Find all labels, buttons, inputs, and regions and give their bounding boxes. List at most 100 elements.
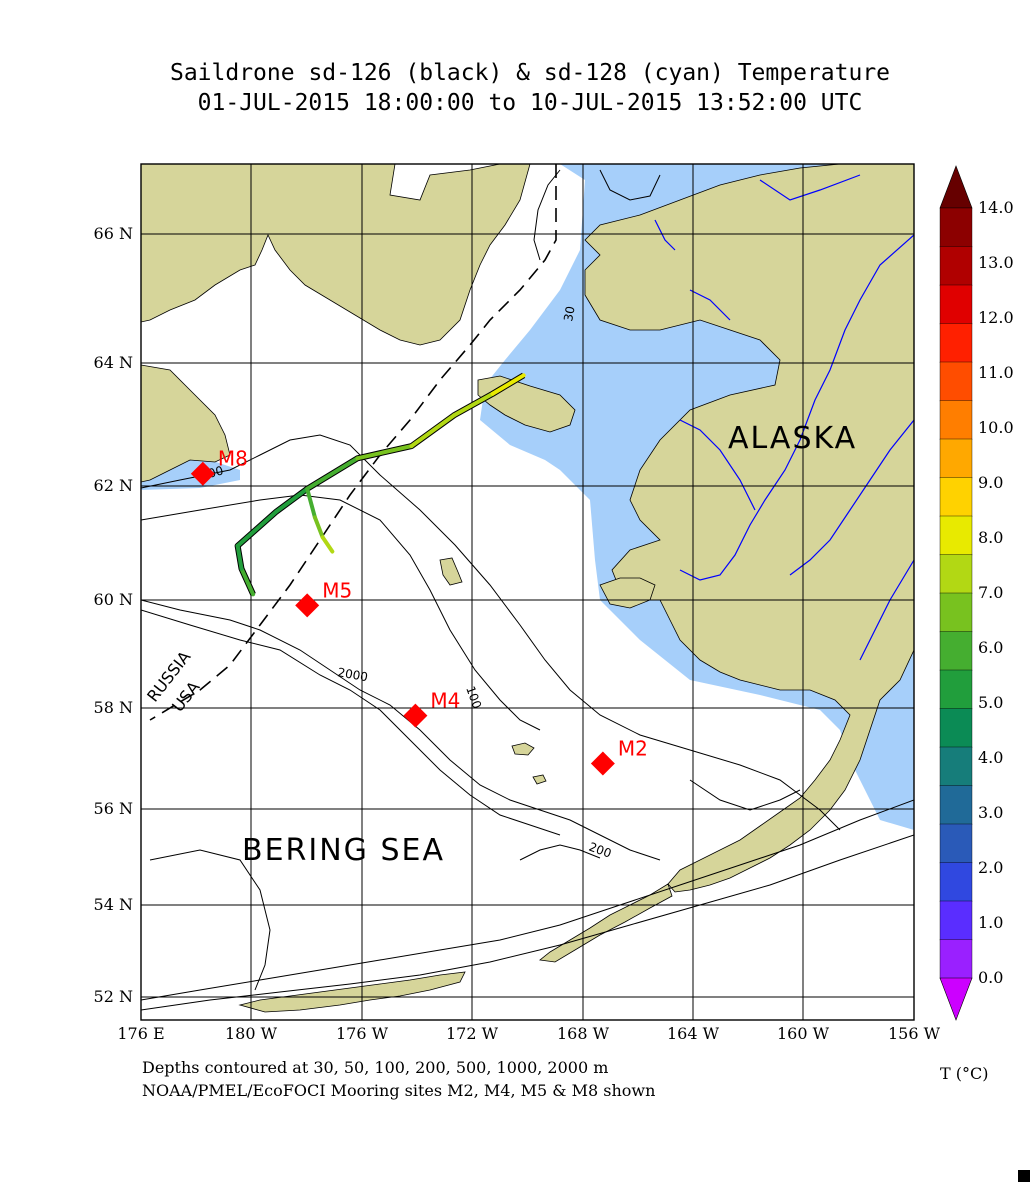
colorbar-band: [939, 400, 973, 440]
track-sd128-segment: [305, 486, 317, 520]
mooring-label-m5: M5: [322, 578, 352, 602]
colorbar-band: [939, 438, 973, 479]
lon-label-172w: 172 W: [446, 1024, 499, 1043]
lat-label-52n: 52 N: [94, 987, 133, 1006]
region-label-alaska: ALASKA: [728, 421, 857, 456]
map-title-line1: Saildrone sd-126 (black) & sd-128 (cyan)…: [169, 60, 891, 86]
land-aleutians-west: [238, 971, 466, 1013]
lat-label-54n: 54 N: [94, 895, 133, 914]
sd128-track: [305, 486, 335, 554]
colorbar-tick-label: 2.0: [978, 858, 1003, 877]
footnote-depth-contours: Depths contoured at 30, 50, 100, 200, 50…: [142, 1058, 609, 1077]
land-st-matthew-island: [439, 557, 463, 586]
colorbar-band: [939, 669, 973, 710]
contour-label-2000: 2000: [336, 665, 369, 684]
map-title-line2: 01-JUL-2015 18:00:00 to 10-JUL-2015 13:5…: [197, 90, 863, 116]
colorbar-band: [939, 631, 973, 671]
lat-label-60n: 60 N: [94, 590, 133, 609]
track-sd128-segment: [320, 535, 335, 554]
mooring-marker-m5: [295, 593, 320, 618]
map-content: ALASKA BERING SEA RUSSIA USA 300 30 2000…: [141, 164, 914, 1020]
lon-label-176e: 176 E: [117, 1024, 164, 1043]
land-pribilof-island: [511, 742, 535, 756]
track-sd126-segment: [305, 456, 360, 491]
lon-label-176w: 176 W: [336, 1024, 389, 1043]
colorbar-band: [939, 900, 973, 941]
lat-label-56n: 56 N: [94, 799, 133, 818]
contour-label-30: 30: [561, 305, 577, 322]
lon-label-160w: 160 W: [777, 1024, 830, 1043]
land-chukotka-south: [141, 364, 231, 483]
colorbar-tick-label: 3.0: [978, 803, 1003, 822]
colorbar-top-cap: [939, 165, 973, 209]
mooring-marker-m8: [190, 461, 215, 486]
colorbar-tick-label: 14.0: [978, 198, 1014, 217]
colorbar-band: [939, 785, 973, 825]
mooring-sites: M8 M5 M4 M2: [190, 447, 648, 776]
colorbar-tick-label: 8.0: [978, 528, 1003, 547]
colorbar-band: [939, 554, 973, 594]
colorbar-band: [939, 515, 973, 556]
colorbar-band: [939, 361, 973, 402]
colorbar-bottom-cap: [939, 977, 973, 1021]
colorbar-title: T (°C): [940, 1064, 988, 1083]
colorbar-band: [939, 708, 973, 748]
colorbar-tick-label: 1.0: [978, 913, 1003, 932]
colorbar-band: [939, 939, 973, 979]
colorbar-tick-label: 13.0: [978, 253, 1014, 272]
colorbar-band: [939, 207, 973, 248]
colorbar-band: [939, 246, 973, 286]
colorbar-tick-label: 11.0: [978, 363, 1014, 382]
track-sd126-segment: [409, 413, 457, 449]
track-sd126-segment: [274, 486, 310, 514]
colorbar-band: [939, 746, 973, 787]
sd126-track: [234, 372, 526, 597]
colorbar-tick-label: 5.0: [978, 693, 1003, 712]
colorbar-band: [939, 323, 973, 363]
colorbar-tick-label: 6.0: [978, 638, 1003, 657]
colorbar-band: [939, 592, 973, 633]
mooring-label-m4: M4: [430, 689, 460, 713]
lat-label-62n: 62 N: [94, 476, 133, 495]
colorbar-tick-label: 12.0: [978, 308, 1014, 327]
lat-label-58n: 58 N: [94, 698, 133, 717]
depth-contours: [141, 169, 914, 1011]
track-sd126-segment: [235, 509, 279, 548]
colorbar-band: [939, 862, 973, 902]
colorbar-tick-label: 0.0: [978, 968, 1003, 987]
land-pribilof-island-2: [532, 774, 547, 785]
lon-label-164w: 164 W: [667, 1024, 720, 1043]
colorbar-tick-label: 7.0: [978, 583, 1003, 602]
mooring-label-m2: M2: [618, 737, 648, 761]
lon-label-180w: 180 W: [225, 1024, 278, 1043]
colorbar-tick-label: 10.0: [978, 418, 1014, 437]
colorbar-tick-label: 9.0: [978, 473, 1003, 492]
land-alaska: [584, 164, 914, 893]
colorbar-band: [939, 284, 973, 325]
temperature-colorbar: [939, 165, 973, 1021]
alaska-rivers: [654, 174, 914, 661]
map-frame: [140, 163, 915, 1021]
colorbar-tick-label: 4.0: [978, 748, 1003, 767]
mooring-marker-m2: [590, 751, 615, 776]
lon-label-156w: 156 W: [888, 1024, 941, 1043]
footnote-mooring-sites: NOAA/PMEL/EcoFOCI Mooring sites M2, M4, …: [142, 1081, 656, 1100]
colorbar-tick-labels: 14.0 13.0 12.0 11.0 10.0 9.0 8.0 7.0 6.0 5.0 4.0 3.…: [978, 198, 1014, 987]
corner-marker: [1018, 1170, 1030, 1182]
lat-label-66n: 66 N: [94, 224, 133, 243]
track-sd126-segment: [235, 543, 244, 571]
track-sd126-segment: [239, 566, 256, 597]
region-label-bering-sea: BERING SEA: [242, 833, 445, 868]
land-chukotka: [141, 164, 531, 346]
colorbar-band: [939, 477, 973, 517]
mooring-marker-m4: [403, 703, 428, 728]
lat-label-64n: 64 N: [94, 353, 133, 372]
track-sd126-segment: [452, 391, 495, 418]
colorbar-band: [939, 823, 973, 864]
russia-usa-boundary: [149, 164, 557, 721]
mooring-label-m8: M8: [218, 447, 248, 471]
track-sd126-segment: [490, 373, 526, 396]
track-sd128-segment: [312, 515, 325, 540]
lon-label-168w: 168 W: [557, 1024, 610, 1043]
